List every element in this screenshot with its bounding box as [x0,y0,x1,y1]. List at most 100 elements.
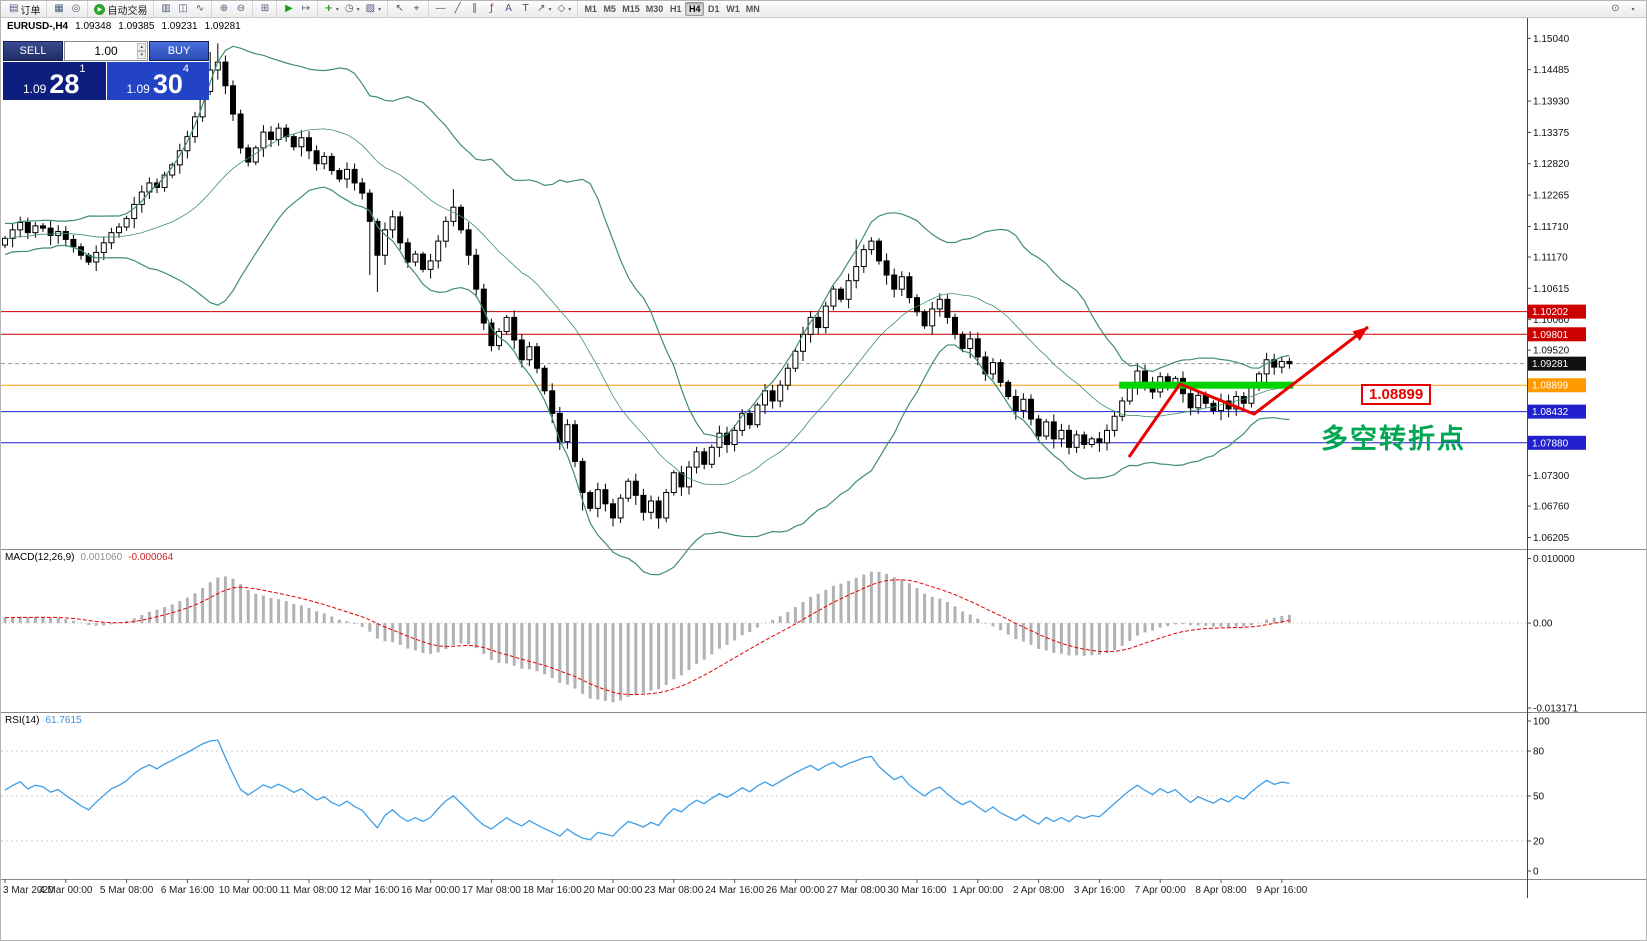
channel-tool-button[interactable]: ∥ [466,2,483,17]
tile-windows-button[interactable]: ⊞ [256,2,273,17]
buy-price-sup: 4 [182,63,190,75]
shapes-tool-button[interactable]: ◇ ▾ [554,2,574,17]
timeframe-w1-button[interactable]: W1 [723,2,743,16]
timeframe-h4-button[interactable]: H4 [685,2,705,16]
candle-body [921,311,928,327]
lot-size-input[interactable]: 1.00 ▴ ▾ [64,41,148,61]
line-chart-icon: ∿ [195,3,205,14]
candle-body [192,116,198,138]
candle-body [268,131,274,140]
candle-body [465,229,472,256]
price-tick-label: 1.06205 [1533,533,1570,544]
sell-price-panel[interactable]: 1.09 28 1 [3,62,106,100]
auto-scroll-button[interactable]: ▶ [280,2,297,17]
price-tick-label: 1.09520 [1533,346,1570,357]
timeframe-m5-button[interactable]: M5 [600,2,619,16]
crosshair-tool-button[interactable]: ⌖ [408,2,425,17]
candle-body [290,136,297,148]
candle-body [762,390,768,406]
price-tick-label: 1.12265 [1533,191,1570,202]
time-axis-label: 3 Mar 2020 [3,885,54,896]
candle-body [1088,438,1095,445]
timeframe-m30-button[interactable]: M30 [643,2,667,16]
time-axis-label: 5 Mar 08:00 [100,885,154,896]
indicators-button[interactable]: + ▾ [321,2,341,17]
candle-body [442,220,449,242]
candle-body [898,276,905,290]
arrows-tool-button[interactable]: ↗ ▾ [534,2,554,17]
time-axis-label: 17 Mar 08:00 [462,885,521,896]
timeframe-m1-button[interactable]: M1 [581,2,600,16]
market-watch-button[interactable]: ▦ [50,2,67,17]
fibonacci-tool-button[interactable]: ƒ [483,2,500,17]
cursor-tool-button[interactable]: ↖ [391,2,408,17]
candle-body [1195,394,1202,409]
timeframe-mn-button[interactable]: MN [743,2,763,16]
candle-body [876,240,882,262]
zoom-in-button[interactable]: ⊕ [215,2,232,17]
stepper-up-icon[interactable]: ▴ [137,43,146,51]
main-toolbar: ▤ 订单 ▦ ◎ ▶ 自动交易 ▥ ◫ ∿ ⊕ ⊖ ⊞ ▶ ↦ [1,1,1646,18]
candle-body [275,127,282,140]
text-tool-button[interactable]: A [500,2,517,17]
candle-body [100,242,107,253]
buy-button[interactable]: BUY [149,41,209,61]
candle-body [549,390,556,414]
time-axis-label: 20 Mar 00:00 [584,885,643,896]
support-zone-bar [1119,381,1294,389]
candle-body [1081,434,1088,445]
candle-body [427,260,434,270]
search-button[interactable]: ⊙ [1607,2,1624,17]
price-badge-label: 1.10202 [1532,307,1569,318]
line-chart-button[interactable]: ∿ [191,2,208,17]
candle-body [929,308,936,327]
candle-body [488,322,495,347]
candle-body [321,155,328,165]
price-tick-label: 1.10060 [1533,315,1570,326]
zoom-out-button[interactable]: ⊖ [232,2,249,17]
candle-body [564,424,571,443]
label-tool-button[interactable]: T [517,2,534,17]
crosshair-icon: ⌖ [413,3,420,14]
timeframe-m15-button[interactable]: M15 [619,2,643,16]
hline-tool-button[interactable]: ― [432,2,449,17]
periods-button[interactable]: ◷ ▾ [342,2,363,17]
candle-body [1187,393,1194,409]
timeframe-h1-button[interactable]: H1 [666,2,685,16]
candlestick-chart-button[interactable]: ◫ [174,2,191,17]
candle-body [351,168,358,184]
chevron-down-icon: ▾ [1631,5,1635,13]
autotrade-button[interactable]: ▶ 自动交易 [91,2,150,17]
close-value: 1.09281 [204,21,241,32]
macd-signal-value: -0.000064 [128,552,174,563]
stepper-down-icon[interactable]: ▾ [137,51,146,59]
candle-body [640,494,647,513]
candle-body [587,492,594,509]
time-axis-label: 2 Apr 08:00 [1013,885,1065,896]
templates-button[interactable]: ▨ ▾ [363,2,384,17]
candle-body [678,472,685,488]
price-tick-label: 1.13930 [1533,97,1570,108]
accounts-button[interactable]: ◎ [67,2,84,17]
candle-body [655,500,662,519]
lot-stepper[interactable]: ▴ ▾ [137,42,146,60]
macd-name: MACD(12,26,9) [5,552,75,563]
buy-price-panel[interactable]: 1.09 30 4 [106,62,209,100]
candle-body [9,229,16,239]
more-tools-button[interactable]: ▾ [1624,2,1641,17]
price-badge [1528,435,1586,450]
sell-button[interactable]: SELL [3,41,63,61]
candle-body [579,460,586,494]
buy-price-small: 1.09 [126,82,150,96]
timeframe-d1-button[interactable]: D1 [704,2,723,16]
template-icon: ▨ [365,3,376,14]
timeframe-group: M1 M5 M15 M30 H1 H4 D1 W1 MN [578,1,766,17]
new-order-button[interactable]: ▤ 订单 [6,2,43,17]
candle-body [245,147,252,163]
trendline-tool-button[interactable]: ╱ [449,2,466,17]
bar-chart-button[interactable]: ▥ [157,2,174,17]
chart-shift-button[interactable]: ↦ [297,2,314,17]
price-tick-label: 1.10615 [1533,284,1570,295]
